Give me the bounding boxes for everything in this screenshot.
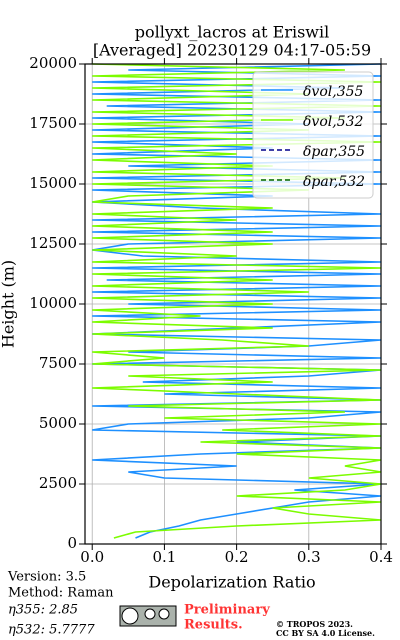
- chart-subtitle: [Averaged] 20230129 04:17-05:59: [93, 41, 371, 60]
- y-tick-label: 12500: [29, 234, 77, 252]
- x-tick-label: 0.1: [152, 548, 176, 566]
- profile-line: [92, 63, 382, 539]
- y-tick-label: 5000: [39, 414, 77, 432]
- copyright: © TROPOS 2023.: [276, 619, 353, 629]
- legend-label: δvol,355: [303, 84, 364, 100]
- method: Method: Raman: [8, 586, 114, 601]
- legend-box: [252, 71, 374, 199]
- x-tick-label: 0.4: [369, 548, 393, 566]
- y-tick-label: 17500: [29, 114, 77, 132]
- y-tick-label: 7500: [39, 354, 77, 372]
- legend: δvol,355 δvol,532 δpar,355 δpar,532: [252, 71, 374, 199]
- license: CC BY SA 4.0 License.: [276, 628, 375, 638]
- eta355: η355: 2.85: [8, 603, 78, 618]
- preliminary: Preliminary: [184, 603, 270, 618]
- legend-label: δpar,355: [303, 144, 365, 160]
- chart-title: pollyxt_lacros at Eriswil: [135, 23, 329, 42]
- y-tick-label: 0: [67, 534, 77, 552]
- x-tick-label: 0.2: [225, 548, 249, 566]
- legend-label: δvol,532: [303, 114, 364, 130]
- y-tick-label: 15000: [29, 174, 77, 192]
- x-axis-label: Depolarization Ratio: [148, 573, 315, 592]
- results: Results.: [184, 618, 243, 633]
- eta532: η532: 5.7777: [8, 623, 95, 638]
- y-tick-label: 2500: [39, 474, 77, 492]
- legend-label: δpar,532: [303, 174, 365, 190]
- cc-logo: [119, 605, 177, 627]
- x-tick-label: 0.0: [80, 548, 104, 566]
- plot-frame: [84, 63, 382, 545]
- y-tick-label: 10000: [29, 294, 77, 312]
- version: Version: 3.5: [7, 570, 86, 585]
- y-axis-label: Height (m): [0, 260, 18, 348]
- y-tick-label: 20000: [29, 54, 77, 72]
- x-tick-label: 0.3: [297, 548, 321, 566]
